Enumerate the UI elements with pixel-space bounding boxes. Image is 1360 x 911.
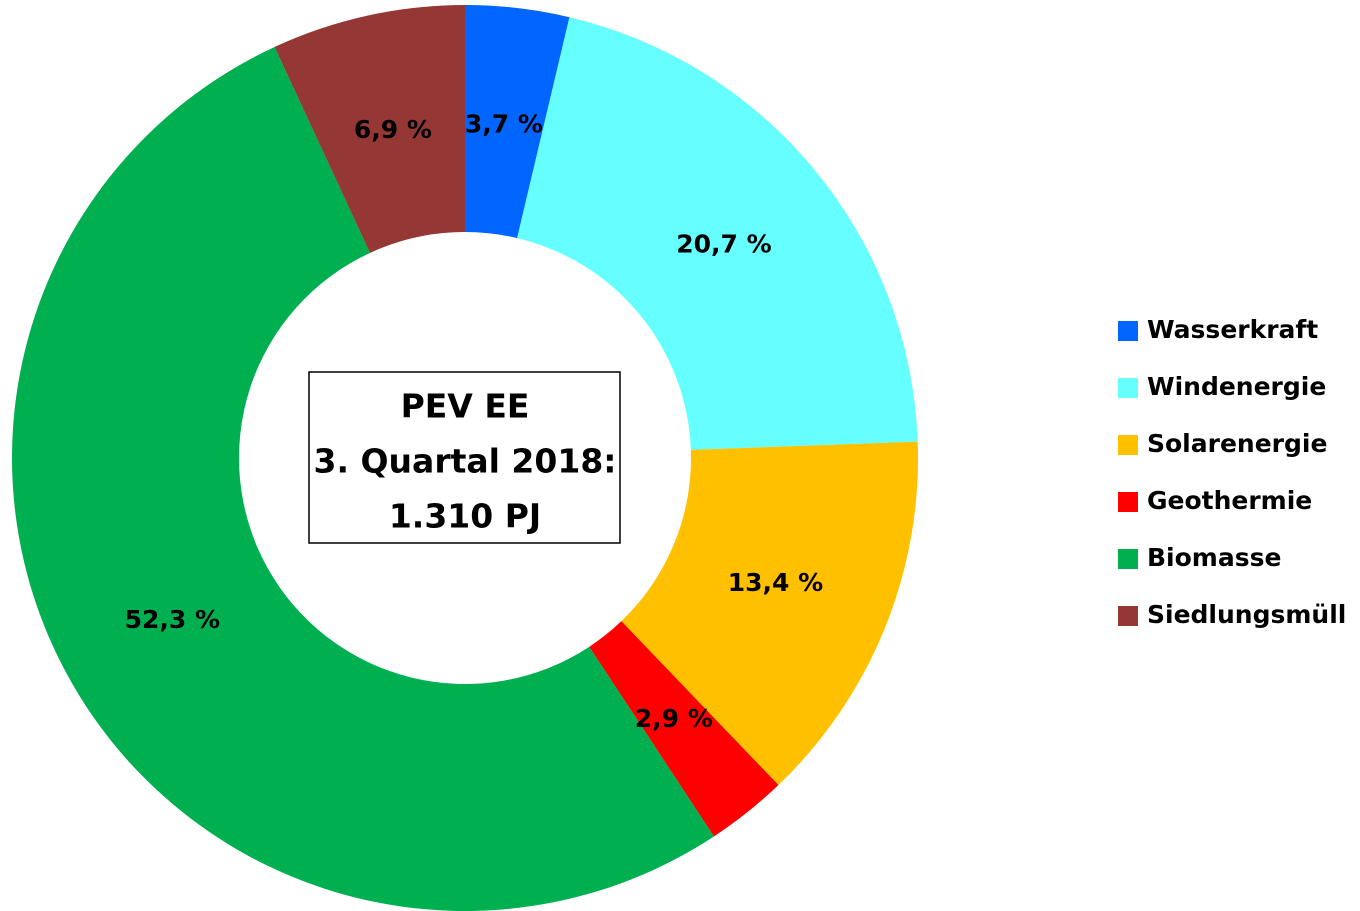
legend-swatch [1118,492,1138,512]
donut-slice [274,5,465,253]
legend-label: Windenergie [1147,372,1326,401]
legend-label: Geothermie [1147,486,1312,515]
legend-label: Solarenergie [1147,429,1327,458]
legend-swatch [1118,435,1138,455]
center-text: 3. Quartal 2018: [314,442,617,481]
legend-label: Biomasse [1147,543,1281,572]
legend-swatch [1118,549,1138,569]
data-label: 3,7 % [465,109,543,138]
data-label: 20,7 % [676,230,771,259]
data-label: 6,9 % [354,115,432,144]
legend-label: Siedlungsmüll [1147,600,1346,629]
center-box [308,371,621,544]
donut-slice [465,5,570,239]
center-text: PEV EE [401,387,530,426]
donut-slice [11,46,714,911]
donut-slice [517,17,918,450]
center-text: 1.310 PJ [389,497,541,536]
legend-swatch [1118,378,1138,398]
legend-swatch [1118,321,1138,341]
donut-slice [589,621,779,837]
data-label: 52,3 % [125,605,220,634]
legend-swatch [1118,606,1138,626]
legend-label: Wasserkraft [1147,315,1318,344]
donut-slice [621,441,918,786]
data-label: 13,4 % [728,568,823,597]
data-label: 2,9 % [635,704,713,733]
